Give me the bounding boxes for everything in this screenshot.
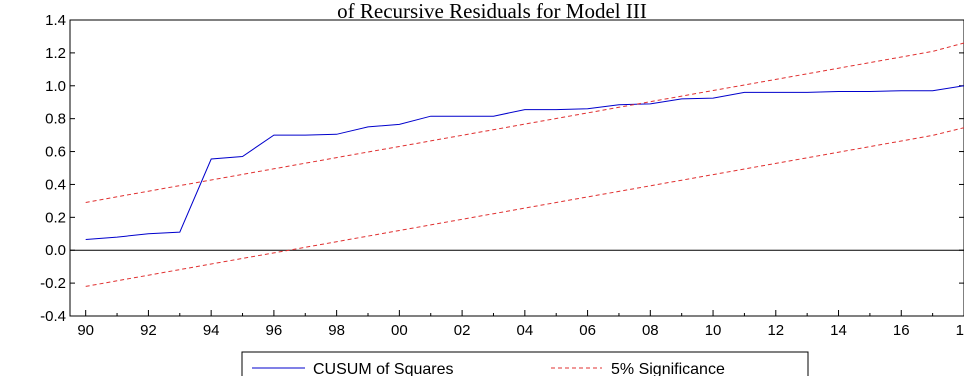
series-upper-significance-line xyxy=(85,42,964,203)
y-tick-label: 1.2 xyxy=(45,45,66,62)
y-tick-label: -0.2 xyxy=(40,275,66,292)
x-tick-label: 16 xyxy=(893,322,910,339)
x-tick-label: 10 xyxy=(705,322,722,339)
y-tick-label: 0.0 xyxy=(45,242,66,259)
y-tick-label: 0.4 xyxy=(45,176,66,193)
x-tick-label: 98 xyxy=(328,322,345,339)
y-tick-label: 0.2 xyxy=(45,209,66,226)
x-tick-label: 94 xyxy=(203,322,220,339)
legend-label-cusum: CUSUM of Squares xyxy=(313,361,454,376)
y-tick-label: 0.6 xyxy=(45,144,66,161)
x-tick-label: 04 xyxy=(516,322,533,339)
y-tick-label: -0.4 xyxy=(40,308,66,325)
x-tick-label: 00 xyxy=(391,322,408,339)
x-tick-label: 06 xyxy=(579,322,596,339)
x-tick-label: 96 xyxy=(266,322,283,339)
x-tick-label: 90 xyxy=(77,322,94,339)
series-cusum-of-squares-line xyxy=(85,85,964,240)
series-lower-significance-line xyxy=(85,127,964,287)
x-tick-label: 02 xyxy=(454,322,471,339)
x-tick-label: 08 xyxy=(642,322,659,339)
plot-axes: -0.4 -0.2 0.0 0.2 0.4 0.6 0.8 1.0 1.2 1.4 90 92 94 96… xyxy=(40,12,964,339)
y-tick-label: 1.0 xyxy=(45,78,66,95)
x-tick-label: 12 xyxy=(767,322,784,339)
y-tick-label: 0.8 xyxy=(45,111,66,128)
x-tick-label: 14 xyxy=(830,322,847,339)
x-tick-label: 92 xyxy=(140,322,157,339)
series-layer xyxy=(85,42,964,287)
y-tick-label: 1.4 xyxy=(45,12,66,29)
legend: CUSUM of Squares 5% Significance xyxy=(241,351,809,376)
legend-label-significance: 5% Significance xyxy=(611,361,725,376)
plot-frame xyxy=(69,19,964,317)
x-tick-label: 18 xyxy=(956,322,964,339)
chart-title: of Recursive Residuals for Model III xyxy=(337,0,647,23)
legend-box xyxy=(241,351,809,376)
